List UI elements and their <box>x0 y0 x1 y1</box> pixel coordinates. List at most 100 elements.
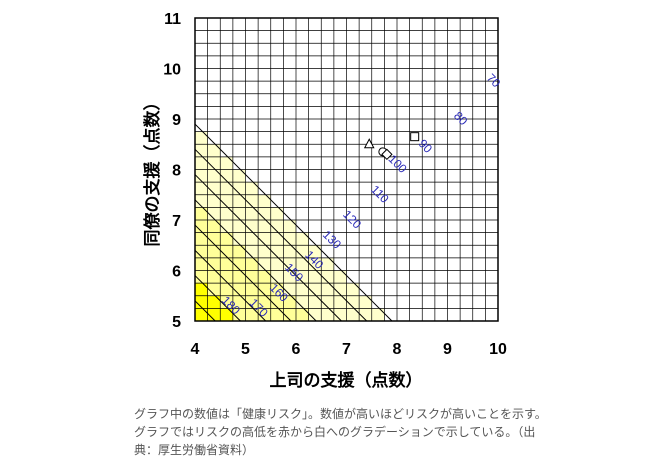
heatmap-cell <box>460 283 474 297</box>
heatmap-cell <box>485 270 499 284</box>
heatmap-cell <box>321 232 335 246</box>
heatmap-cell <box>359 232 373 246</box>
heatmap-cell <box>308 308 322 322</box>
heatmap-cell <box>232 131 246 145</box>
heatmap-cell <box>434 194 448 208</box>
heatmap-cell <box>460 182 474 196</box>
heatmap-cell <box>384 119 398 132</box>
heatmap-cell <box>384 283 398 297</box>
heatmap-cell <box>384 18 398 31</box>
heatmap-cell <box>283 156 297 170</box>
heatmap-cell <box>270 270 284 284</box>
heatmap-cell <box>434 220 448 233</box>
heatmap-cell <box>472 270 486 284</box>
heatmap-cell <box>346 245 360 259</box>
heatmap-cell <box>333 30 347 44</box>
contour-lines <box>194 123 393 322</box>
heatmap-cell <box>472 43 486 57</box>
heatmap-cell <box>359 194 373 208</box>
heatmap-cell <box>283 182 297 196</box>
heatmap-cell <box>460 119 474 132</box>
heatmap-cell <box>447 55 461 69</box>
heatmap-cell <box>434 257 448 271</box>
heatmap-cell <box>258 43 272 57</box>
heatmap-cell <box>321 144 335 158</box>
heatmap-cell <box>220 169 234 183</box>
heatmap-cell <box>220 182 234 196</box>
heatmap-cell <box>195 106 208 120</box>
heatmap-cell <box>270 156 284 170</box>
heatmap-cell <box>270 55 284 69</box>
heatmap-cell <box>434 144 448 158</box>
heatmap-cell <box>283 119 297 132</box>
heatmap-cell <box>207 182 221 196</box>
heatmap-cell <box>245 207 259 221</box>
heatmap-cell <box>308 283 322 297</box>
heatmap-cell <box>245 30 259 44</box>
heatmap-cell <box>232 106 246 120</box>
x-tick-label: 8 <box>393 341 402 358</box>
heatmap-cell <box>359 93 373 107</box>
heatmap-cell <box>321 81 335 95</box>
heatmap-cell <box>409 30 423 44</box>
heatmap-cell <box>346 156 360 170</box>
heatmap-cell <box>220 232 234 246</box>
heatmap-cell <box>409 308 423 322</box>
heatmap-cell <box>195 169 208 183</box>
heatmap-cell <box>422 106 436 120</box>
heatmap-cell <box>245 257 259 271</box>
heatmap-cell <box>308 257 322 271</box>
heatmap-cell <box>472 55 486 69</box>
heatmap-cell <box>296 106 309 120</box>
heatmap-cell <box>333 81 347 95</box>
x-tick-labels: 4 5 6 7 8 9 10 <box>191 341 507 358</box>
heatmap-cell <box>283 144 297 158</box>
heatmap-cell <box>308 270 322 284</box>
heatmap-cell <box>258 220 272 233</box>
heatmap-cell <box>207 169 221 183</box>
heatmap-cell <box>359 245 373 259</box>
heatmap-cell <box>258 182 272 196</box>
heatmap-cell <box>283 18 297 31</box>
heatmap-cell <box>207 30 221 44</box>
heatmap-cell <box>232 308 246 322</box>
heatmap-cell <box>321 55 335 69</box>
heatmap-cell <box>195 55 208 69</box>
heatmap-cell <box>195 283 208 297</box>
heatmap-cell <box>232 220 246 233</box>
heatmap-cell <box>220 68 234 82</box>
heatmap-cell <box>485 144 499 158</box>
heatmap-cell <box>397 131 410 145</box>
heatmap-cell <box>296 194 309 208</box>
x-tick-label: 9 <box>443 341 452 358</box>
heatmap-cell <box>371 257 385 271</box>
heatmap-cell <box>485 283 499 297</box>
heatmap-cell <box>270 169 284 183</box>
heatmap-cell <box>472 220 486 233</box>
heatmap-cell <box>359 119 373 132</box>
heatmap-cell <box>460 43 474 57</box>
heatmap-cell <box>384 232 398 246</box>
heatmap-cell <box>346 220 360 233</box>
heatmap-cell <box>333 43 347 57</box>
heatmap-cell <box>472 169 486 183</box>
heatmap-cell <box>270 245 284 259</box>
heatmap-cell <box>371 308 385 322</box>
heatmap-cell <box>296 43 309 57</box>
heatmap-cell <box>333 270 347 284</box>
heatmap-cell <box>409 270 423 284</box>
heatmap-cell <box>333 156 347 170</box>
heatmap-cell <box>397 220 410 233</box>
heatmap-cell <box>422 270 436 284</box>
heatmap-cell <box>321 106 335 120</box>
heatmap-cell <box>333 93 347 107</box>
heatmap-cell <box>485 131 499 145</box>
heatmap-cell <box>308 220 322 233</box>
heatmap-cell <box>447 245 461 259</box>
heatmap-cell <box>397 169 410 183</box>
heatmap-cell <box>296 182 309 196</box>
heatmap-cell <box>333 207 347 221</box>
heatmap-cell <box>207 68 221 82</box>
heatmap-cell <box>283 245 297 259</box>
heatmap-cell <box>346 43 360 57</box>
